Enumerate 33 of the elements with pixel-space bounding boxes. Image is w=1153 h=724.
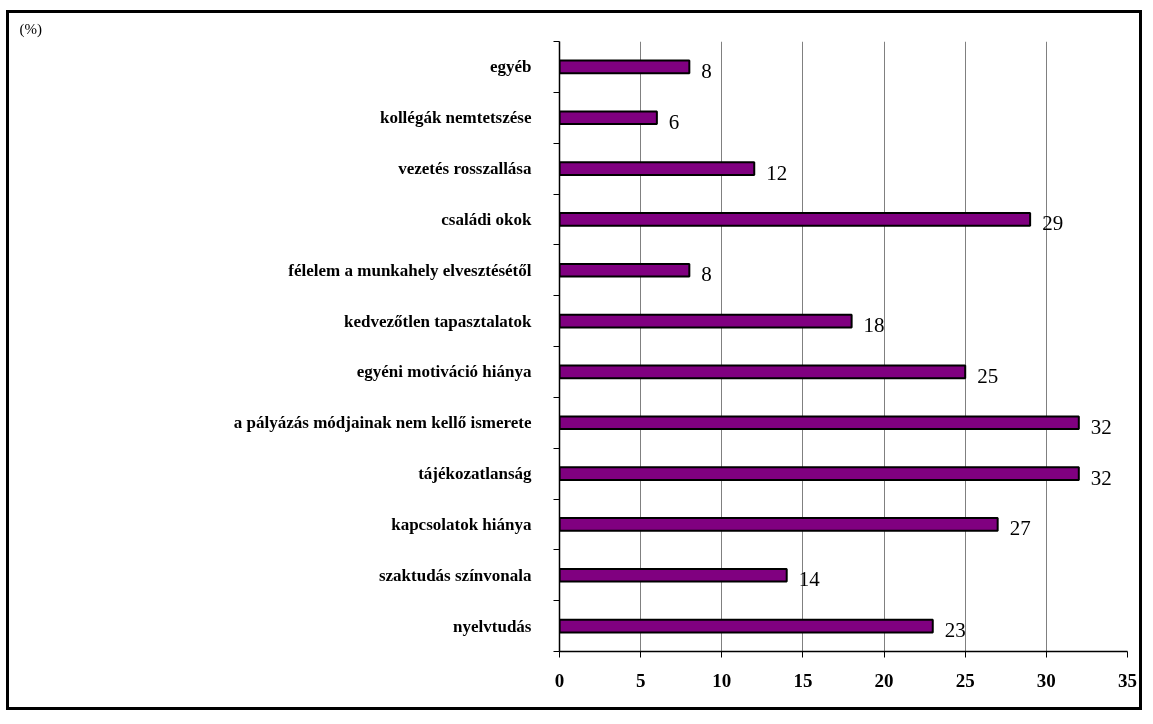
x-tick-label: 15	[793, 669, 813, 691]
data-label: 32	[1090, 414, 1112, 439]
data-label: 6	[668, 109, 680, 134]
y-tick-label: szaktudás színvonala	[378, 565, 532, 585]
text: (%)	[19, 20, 42, 38]
x-tick-label: 5	[635, 669, 646, 691]
y-tick-label: kedvezőtlen tapasztalatok	[344, 311, 533, 331]
x-tick-label: 30	[1036, 669, 1056, 691]
x-tick-label: 25	[955, 669, 975, 691]
x-tick-label: 20	[874, 669, 894, 691]
y-tick-label: családi okok	[441, 209, 533, 229]
x-tick-label: 35	[1118, 669, 1137, 691]
y-tick-label: egyéb	[489, 57, 532, 77]
data-label: 32	[1090, 465, 1112, 490]
data-label: 25	[977, 363, 999, 388]
data-label: 27	[1009, 516, 1031, 541]
data-label: 12	[766, 160, 788, 185]
y-tick-label: félelem a munkahely elvesztésétől	[288, 260, 532, 280]
y-tick-label: tájékozatlanság	[418, 464, 532, 484]
data-label: 29	[1042, 211, 1064, 236]
x-tick-label: 10	[712, 669, 732, 691]
y-tick-label: kapcsolatok hiánya	[391, 514, 532, 534]
y-tick-label: egyéni motiváció hiánya	[356, 362, 532, 382]
x-tick-label: 0	[554, 669, 565, 691]
y-tick-label: vezetés rosszallása	[398, 159, 532, 179]
data-label: 14	[798, 567, 821, 592]
y-tick-label: kollégák nemtetszése	[379, 108, 532, 128]
data-label: 8	[701, 262, 712, 287]
y-tick-label: a pályázás módjainak nem kellő ismerete	[233, 413, 532, 433]
data-label: 8	[701, 58, 712, 83]
y-tick-label: nyelvtudás	[453, 616, 532, 636]
data-label: 18	[863, 313, 885, 338]
data-label: 23	[944, 618, 966, 643]
